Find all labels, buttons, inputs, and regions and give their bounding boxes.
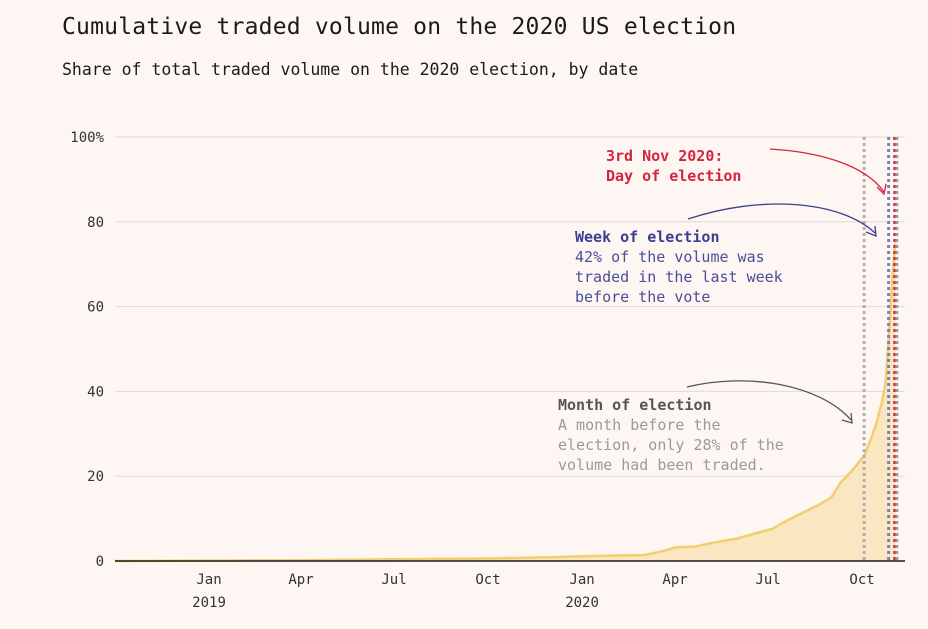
y-tick-label: 20 [87, 469, 104, 485]
y-tick-label: 60 [87, 300, 104, 316]
y-tick-label: 80 [87, 215, 104, 231]
month-arrow [686, 380, 852, 421]
x-tick-label: Jul [755, 572, 780, 588]
x-tick-year-label: 2019 [192, 595, 226, 611]
election-day-annotation: Day of election [606, 167, 741, 185]
x-tick-label: Apr [662, 572, 687, 588]
x-tick-label: Jan [196, 572, 221, 588]
week-annotation-text: traded in the last week [575, 268, 783, 286]
week-arrow [687, 203, 876, 234]
month-annotation-text: A month before the [558, 416, 721, 434]
election-day-annotation: 3rd Nov 2020: [606, 147, 723, 165]
series-line [114, 242, 898, 563]
y-tick-label: 40 [87, 384, 104, 400]
x-tick-label: Oct [475, 572, 500, 588]
week-annotation-title: Week of election [575, 228, 720, 246]
series-area [115, 243, 896, 561]
x-tick-year-label: 2020 [565, 595, 599, 611]
month-arrowhead [841, 412, 853, 424]
chart-subtitle: Share of total traded volume on the 2020… [62, 60, 639, 79]
y-tick-label: 100% [70, 130, 104, 146]
week-arrowhead [865, 225, 877, 238]
x-tick-label: Jan [569, 572, 594, 588]
y-tick-label: 0 [96, 554, 104, 570]
election-day-arrowhead [876, 183, 887, 196]
x-tick-label: Apr [288, 572, 313, 588]
election-day-arrow [769, 148, 885, 193]
chart-title: Cumulative traded volume on the 2020 US … [62, 14, 737, 40]
week-annotation-text: before the vote [575, 288, 710, 306]
month-annotation-text: election, only 28% of the [558, 436, 784, 454]
month-annotation-title: Month of election [558, 396, 712, 414]
x-tick-label: Jul [381, 572, 406, 588]
month-annotation-text: volume had been traded. [558, 456, 766, 474]
x-tick-label: Oct [849, 572, 874, 588]
week-annotation-text: 42% of the volume was [575, 248, 765, 266]
